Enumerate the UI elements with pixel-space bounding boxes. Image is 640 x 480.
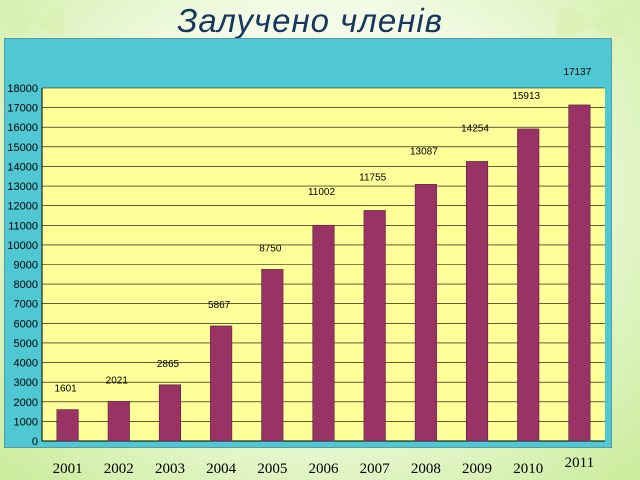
data-label: 11755 <box>359 172 387 183</box>
x-tick-label: 2005 <box>257 461 287 477</box>
bar <box>568 104 591 442</box>
y-tick-label: 6000 <box>14 318 38 330</box>
bar <box>312 224 335 442</box>
y-tick-label: 15000 <box>7 142 38 154</box>
bar <box>158 384 182 442</box>
data-label: 2021 <box>106 375 129 386</box>
y-tick-label: 7000 <box>14 299 38 311</box>
butterfly-decoration-right <box>555 6 625 38</box>
y-tick-label: 13000 <box>7 181 38 193</box>
data-label: 13087 <box>410 146 438 157</box>
y-tick-label: 17000 <box>7 103 38 115</box>
bar <box>56 409 79 442</box>
data-label: 14254 <box>461 123 489 134</box>
x-tick-label: 2006 <box>309 461 340 477</box>
bar <box>363 210 386 442</box>
y-tick-label: 11000 <box>8 220 38 232</box>
data-label: 11002 <box>308 187 336 198</box>
y-tick-label: 3000 <box>14 377 38 389</box>
bar <box>261 269 284 442</box>
bar <box>465 161 489 442</box>
x-tick-label: 2002 <box>104 461 134 477</box>
data-label: 17137 <box>564 67 592 78</box>
y-tick-label: 5000 <box>14 338 38 350</box>
bar <box>107 401 130 442</box>
data-label: 8750 <box>259 243 282 254</box>
x-tick-label: 2003 <box>155 461 185 477</box>
y-tick-label: 12000 <box>7 201 38 213</box>
y-tick-label: 9000 <box>14 260 38 272</box>
bar <box>517 128 540 442</box>
y-tick-label: 1000 <box>14 416 38 428</box>
bar <box>414 184 437 442</box>
y-tick-label: 0 <box>32 436 38 448</box>
slide-title: Залучено членів <box>177 2 443 39</box>
butterfly-decoration-left <box>9 7 65 36</box>
y-tick-label: 10000 <box>7 240 38 252</box>
x-tick-label: 2008 <box>411 461 441 477</box>
y-tick-label: 4000 <box>14 358 38 370</box>
y-tick-label: 2000 <box>14 397 38 409</box>
x-tick-label: 2009 <box>462 461 492 477</box>
x-tick-label: 2010 <box>513 461 543 477</box>
y-tick-label: 14000 <box>7 161 38 173</box>
data-label: 15913 <box>512 91 540 102</box>
x-tick-label: 2001 <box>53 461 83 477</box>
data-label: 2865 <box>157 359 180 370</box>
x-tick-label: 2007 <box>360 461 391 477</box>
y-tick-label: 18000 <box>7 83 38 95</box>
y-tick-label: 16000 <box>7 122 38 134</box>
data-label: 1601 <box>54 384 77 395</box>
bar <box>210 325 233 442</box>
x-tick-label: 2011 <box>565 455 594 471</box>
data-label: 5867 <box>208 300 231 311</box>
x-tick-label: 2004 <box>206 461 237 477</box>
y-tick-label: 8000 <box>14 279 38 291</box>
